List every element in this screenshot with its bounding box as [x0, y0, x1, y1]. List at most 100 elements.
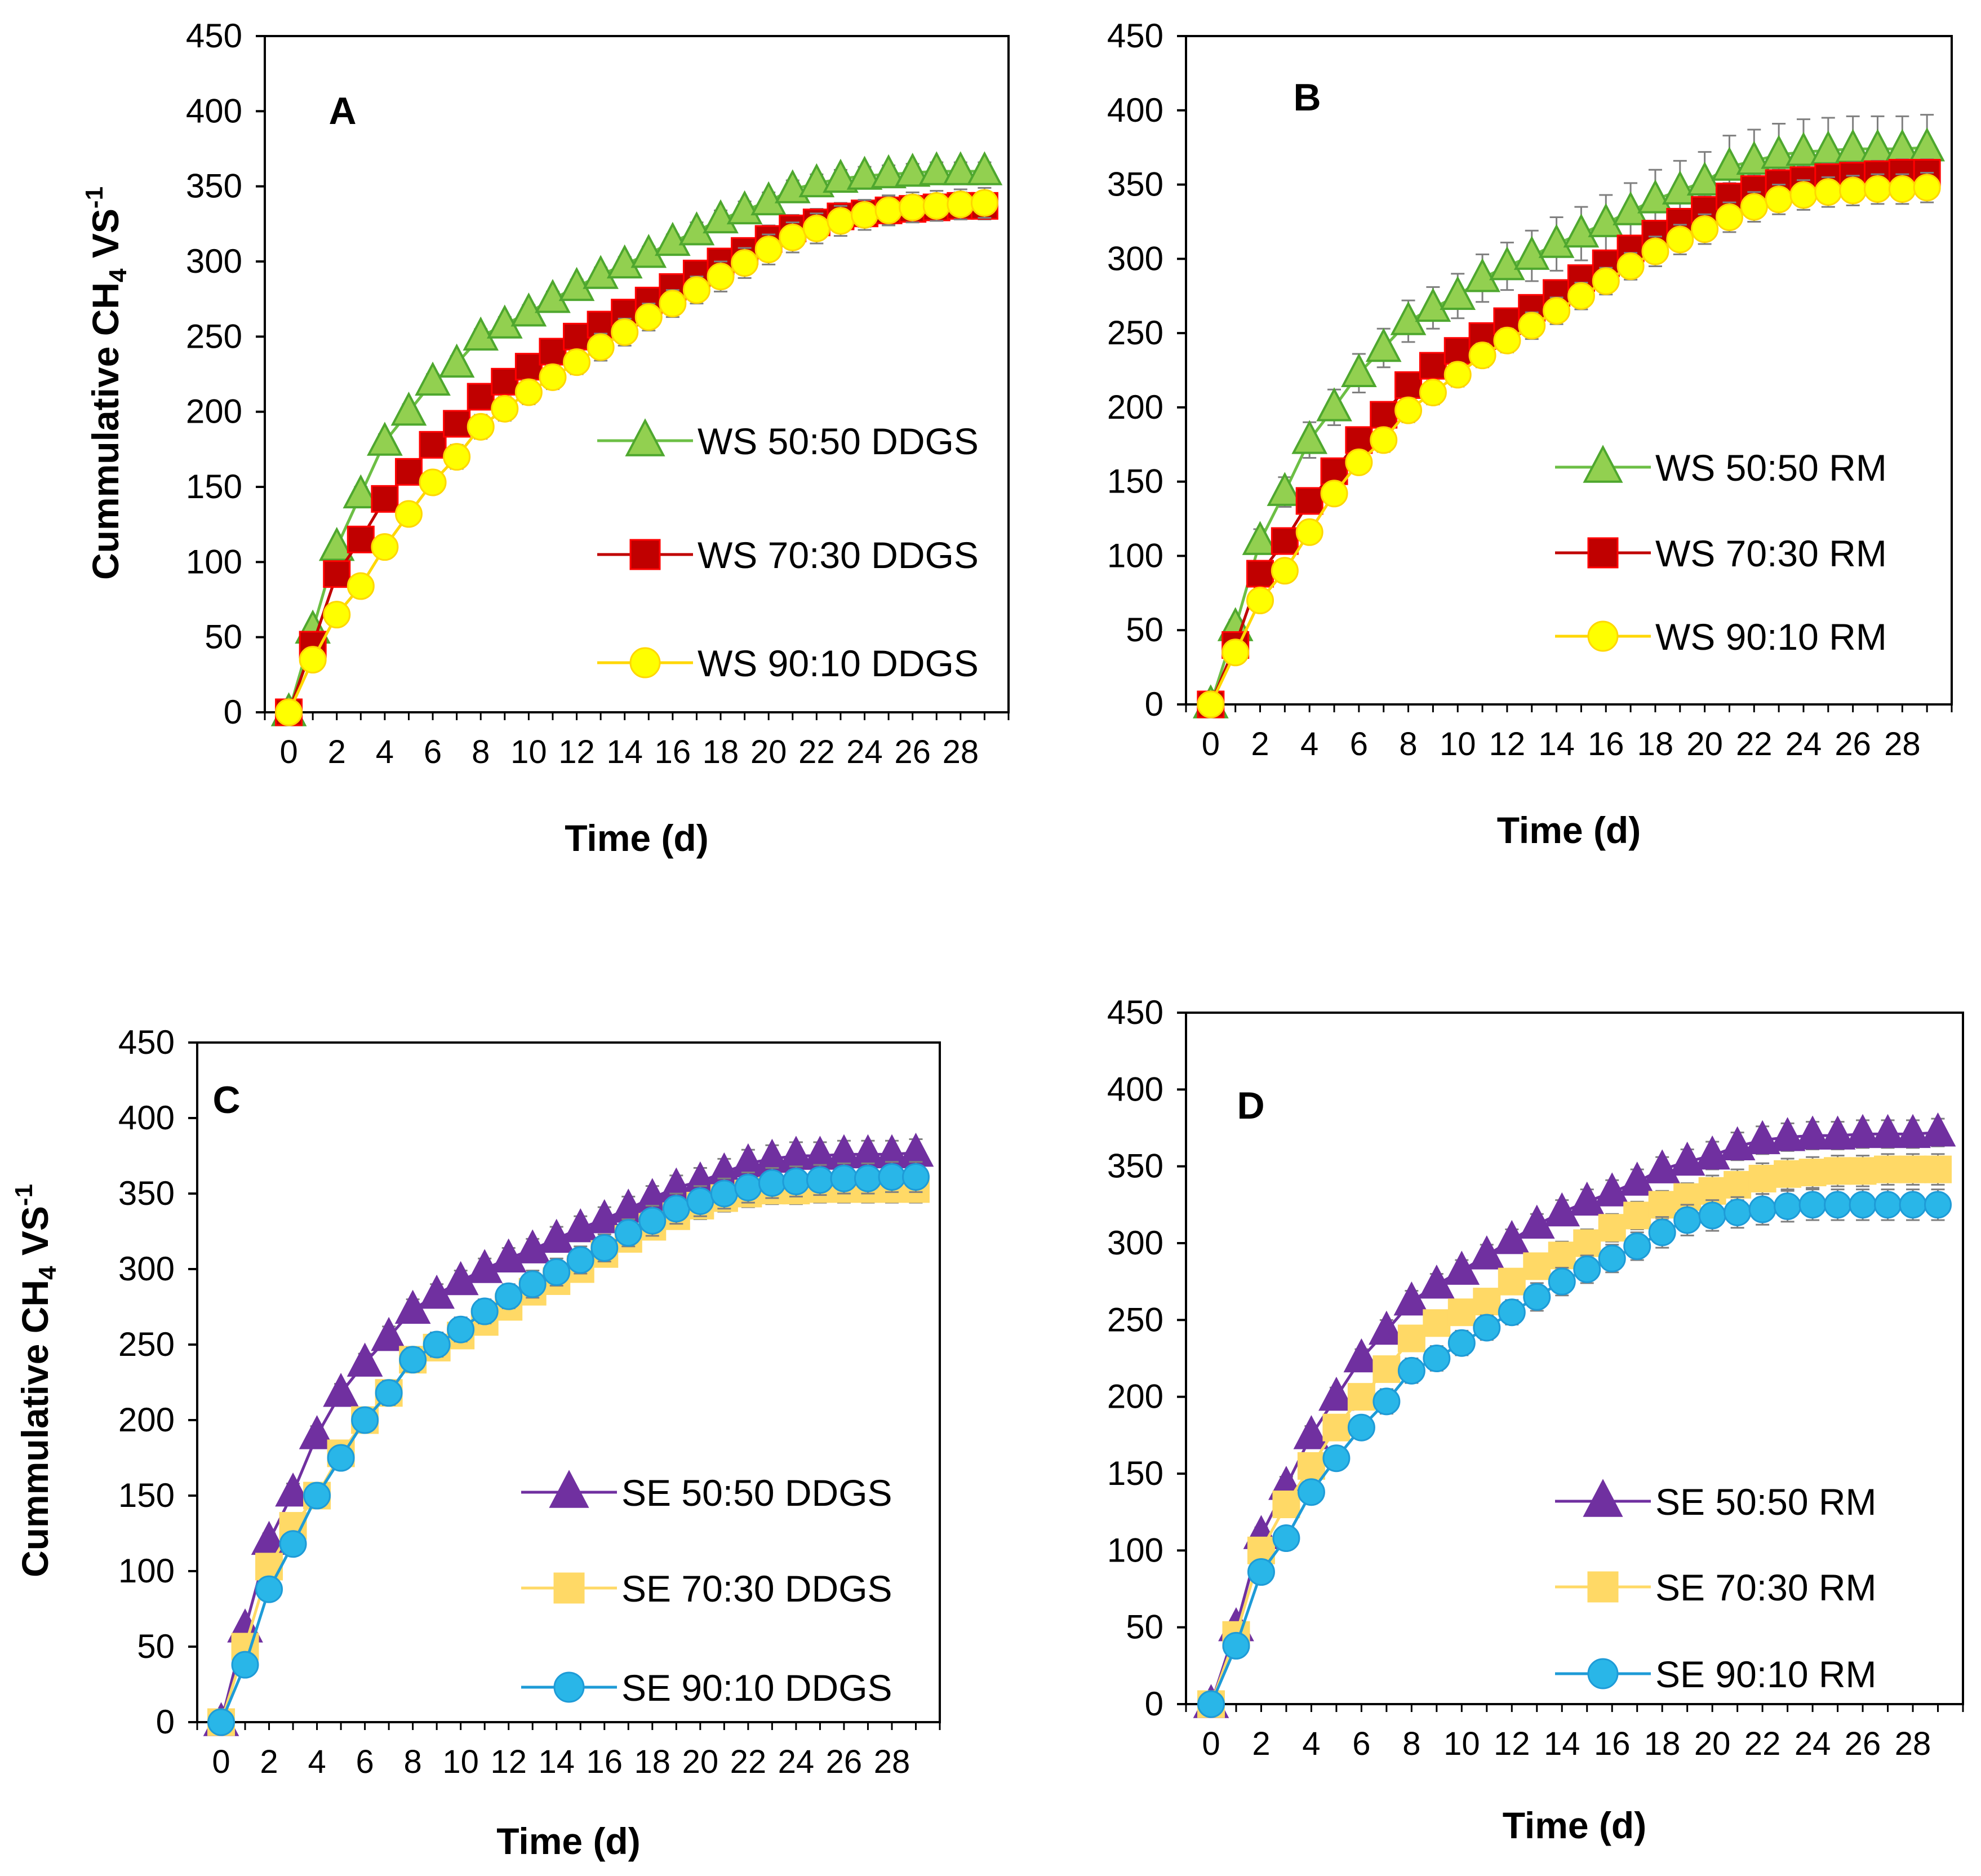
data-point	[1839, 176, 1867, 205]
x-tick-label: 2	[1252, 1726, 1270, 1762]
x-tick-label: 4	[1300, 726, 1318, 762]
data-point	[1397, 1356, 1425, 1385]
x-tick-label: 4	[376, 734, 394, 770]
y-tick-label: 100	[186, 543, 242, 580]
data-point	[1719, 1126, 1756, 1160]
data-point	[1272, 1491, 1300, 1519]
data-point	[463, 316, 499, 351]
data-point	[634, 303, 663, 331]
data-point	[1468, 342, 1496, 370]
data-point	[655, 221, 691, 256]
data-point	[1370, 426, 1398, 454]
data-point	[1740, 193, 1768, 221]
data-point	[1365, 327, 1402, 362]
data-point	[347, 1342, 383, 1377]
data-point	[1761, 135, 1797, 169]
legend-marker	[553, 1671, 585, 1703]
y-tick-label: 350	[118, 1174, 175, 1212]
legend-entry: WS 70:30 DDGS	[597, 534, 979, 576]
data-point	[371, 1316, 407, 1351]
x-tick-label: 0	[212, 1744, 230, 1780]
y-tick-label: 100	[1107, 536, 1163, 574]
y-tick-label: 150	[1107, 1454, 1163, 1492]
legend-entry: WS 90:10 RM	[1555, 616, 1887, 658]
data-point	[1648, 1191, 1676, 1219]
x-tick-label: 18	[1637, 726, 1674, 762]
data-point	[443, 443, 471, 471]
data-point	[1637, 179, 1673, 214]
data-point	[299, 1415, 335, 1449]
legend-marker	[629, 647, 661, 678]
y-tick-label: 450	[1107, 17, 1163, 55]
x-tick-label: 16	[587, 1744, 623, 1780]
y-tick-label: 50	[137, 1627, 175, 1665]
data-point	[703, 199, 739, 234]
data-point	[1724, 1170, 1752, 1199]
data-point	[1819, 1115, 1856, 1150]
data-point	[375, 1379, 403, 1407]
data-point	[1271, 557, 1299, 585]
y-tick-label: 250	[118, 1325, 175, 1363]
data-point	[754, 236, 783, 264]
x-tick-label: 20	[1694, 1726, 1731, 1762]
data-point	[686, 1187, 714, 1215]
data-point	[1419, 1264, 1455, 1299]
x-tick-label: 20	[750, 734, 787, 770]
y-tick-label: 350	[1107, 1147, 1163, 1185]
data-point	[1691, 215, 1719, 243]
data-point	[894, 153, 931, 187]
x-tick-label: 22	[730, 1744, 767, 1780]
data-point	[1785, 131, 1822, 166]
x-tick-label: 18	[634, 1744, 671, 1780]
data-point	[514, 1229, 551, 1263]
data-point	[566, 1246, 594, 1274]
data-point	[1347, 1383, 1375, 1411]
data-point	[1824, 1191, 1852, 1219]
data-point	[1419, 352, 1447, 380]
x-tick-label: 2	[260, 1744, 278, 1780]
data-point	[1849, 1191, 1877, 1219]
data-point	[1341, 353, 1377, 388]
legend-label: SE 50:50 DDGS	[621, 1472, 892, 1514]
panel-letter: D	[1237, 1084, 1264, 1127]
legend-entry: SE 70:30 DDGS	[521, 1568, 892, 1609]
data-point	[1272, 1524, 1300, 1553]
legend-label: SE 90:10 DDGS	[621, 1667, 892, 1709]
data-point	[1271, 527, 1299, 555]
data-point	[1397, 1324, 1425, 1352]
data-point	[1544, 1192, 1580, 1227]
data-point	[854, 1164, 882, 1192]
data-point	[1748, 1164, 1776, 1192]
x-tick-label: 0	[1202, 726, 1220, 762]
data-point	[1673, 1206, 1702, 1234]
legend-marker	[1583, 445, 1623, 483]
data-point	[1748, 1195, 1776, 1223]
y-tick-label: 400	[1107, 1070, 1163, 1108]
y-tick-label: 250	[1107, 1301, 1163, 1338]
y-tick-label: 150	[1107, 463, 1163, 500]
data-point	[1297, 1478, 1325, 1506]
data-point	[491, 394, 519, 423]
x-tick-label: 22	[1736, 726, 1773, 762]
data-point	[606, 244, 643, 279]
y-tick-label: 250	[186, 317, 242, 355]
legend-entry: SE 90:10 RM	[1555, 1653, 1877, 1695]
x-tick-label: 28	[1895, 1726, 1931, 1762]
data-point	[1662, 170, 1698, 205]
legend-label: SE 70:30 DDGS	[621, 1568, 892, 1609]
data-point	[1538, 224, 1575, 258]
x-tick-label: 8	[1402, 1726, 1420, 1762]
data-point	[1347, 1413, 1375, 1442]
data-point	[1493, 326, 1521, 354]
data-point	[901, 1163, 930, 1191]
data-point	[798, 163, 835, 198]
data-point	[830, 1164, 858, 1192]
x-tick-label: 8	[1399, 726, 1417, 762]
data-point	[1543, 297, 1571, 325]
plot-frame	[1185, 1012, 1964, 1705]
data-point	[899, 193, 927, 221]
legend-entry: SE 90:10 DDGS	[521, 1667, 892, 1709]
data-point	[1744, 1120, 1780, 1155]
data-point	[1588, 203, 1624, 237]
